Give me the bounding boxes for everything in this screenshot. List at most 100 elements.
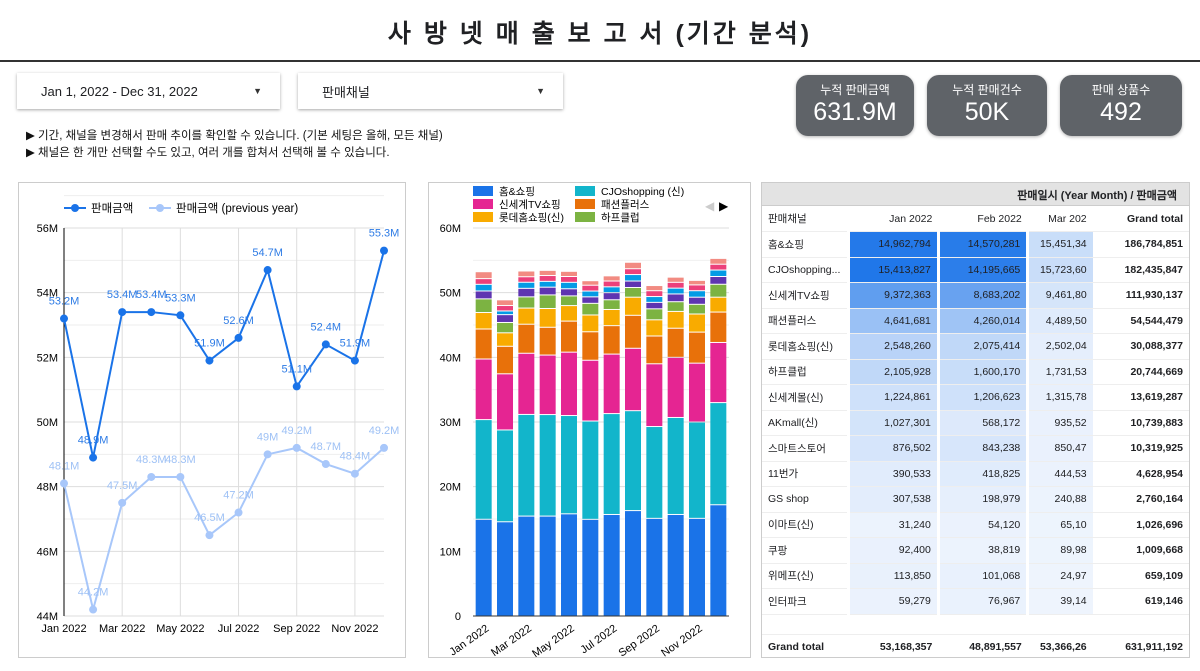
bar-segment bbox=[646, 364, 663, 427]
data-point bbox=[263, 450, 272, 459]
table-row: 11번가 390,533 418,825 444,53 4,628,954 bbox=[762, 461, 1189, 487]
value-cell: 76,967 bbox=[936, 588, 1028, 615]
value-cell: 101,068 bbox=[936, 563, 1028, 589]
bar-segment bbox=[710, 312, 727, 342]
bar-segment bbox=[475, 272, 492, 279]
bar-segment bbox=[518, 353, 535, 414]
bar-segment bbox=[518, 282, 535, 288]
bar-segment bbox=[561, 289, 577, 296]
bar-chart-panel: 0 10M 20M 30M 40M 50M 60M Jan 2022 Mar 2022 May 2… bbox=[428, 182, 751, 660]
channel-filter[interactable]: 판매채널 ▼ bbox=[298, 73, 563, 109]
data-label: 48.9M bbox=[78, 435, 109, 447]
value-cell: 659,109 bbox=[1092, 563, 1189, 589]
bar-segment bbox=[646, 309, 663, 320]
bar-segment bbox=[710, 284, 727, 297]
column-header[interactable]: Mar 202 bbox=[1027, 206, 1093, 232]
pivot-table: 판매채널 Jan 2022 Feb 2022 Mar 202 Grand total 홈&… bbox=[762, 206, 1189, 657]
value-cell: 1,315,78 bbox=[1026, 384, 1093, 411]
title-divider bbox=[0, 60, 1200, 62]
legend-swatch bbox=[473, 186, 493, 196]
column-header[interactable]: Feb 2022 bbox=[938, 206, 1028, 232]
bar-segment bbox=[497, 322, 513, 333]
legend-next-page-icon[interactable]: ▶ bbox=[719, 199, 729, 213]
value-cell: 65,10 bbox=[1026, 512, 1093, 538]
bar-segment bbox=[518, 414, 535, 516]
column-header[interactable]: Jan 2022 bbox=[848, 206, 939, 232]
value-cell: 2,502,04 bbox=[1026, 333, 1093, 360]
table-row: 위메프(신) 113,850 101,068 24,97 659,109 bbox=[762, 563, 1189, 589]
table-row: GS shop 307,538 198,979 240,88 2,760,164 bbox=[762, 486, 1189, 513]
column-header[interactable]: Grand total bbox=[1092, 206, 1189, 232]
bar-segment bbox=[561, 296, 577, 306]
value-cell: 14,962,794 bbox=[847, 231, 939, 258]
bar-segment bbox=[603, 309, 620, 326]
value-cell: 1,026,696 bbox=[1092, 512, 1189, 538]
value-cell: 876,502 bbox=[847, 435, 939, 462]
bar-segment bbox=[475, 291, 492, 299]
bar-segment bbox=[667, 294, 684, 302]
bar-segment bbox=[689, 304, 705, 314]
bar-segment bbox=[603, 300, 620, 309]
value-cell: 15,413,827 bbox=[847, 257, 939, 283]
value-cell: 418,825 bbox=[936, 461, 1028, 487]
legend-label: 판매금액 bbox=[91, 202, 133, 215]
legend-swatch bbox=[473, 199, 493, 209]
value-cell: 13,619,287 bbox=[1092, 384, 1189, 411]
channel-name-cell: AKmall(신) bbox=[762, 410, 849, 436]
bar-segment bbox=[497, 374, 513, 430]
bar-segment bbox=[497, 311, 513, 315]
data-point bbox=[205, 531, 214, 540]
data-label: 46.5M bbox=[194, 512, 225, 524]
table-row: 롯데홈쇼핑(신) 2,548,260 2,075,414 2,502,04 30,088… bbox=[762, 333, 1189, 360]
legend-label: 패션플러스 bbox=[601, 199, 650, 211]
data-label: 52.6M bbox=[223, 315, 254, 327]
legend-label: 홈&쇼핑 bbox=[499, 185, 535, 198]
table-row: 패션플러스 4,641,681 4,260,014 4,489,50 54,544,47… bbox=[762, 308, 1189, 334]
x-tick-label: Jan 2022 bbox=[447, 623, 491, 657]
table-row: 신세계몰(신) 1,224,861 1,206,623 1,315,78 13,619,… bbox=[762, 384, 1189, 411]
data-point bbox=[205, 356, 214, 365]
data-label: 48.1M bbox=[49, 460, 80, 472]
y-tick-label: 0 bbox=[455, 611, 461, 623]
y-tick-label: 44M bbox=[37, 611, 58, 623]
bar-segment bbox=[497, 430, 513, 522]
data-label: 47.2M bbox=[223, 490, 254, 502]
bar-segment bbox=[518, 277, 535, 282]
bar-segment bbox=[518, 308, 535, 324]
y-tick-label: 56M bbox=[37, 223, 58, 235]
bar-segment bbox=[518, 288, 535, 297]
data-point bbox=[234, 508, 243, 517]
bar-segment bbox=[539, 309, 556, 327]
bar-segment bbox=[497, 306, 513, 311]
data-point bbox=[380, 246, 388, 255]
value-cell: 850,47 bbox=[1026, 435, 1093, 462]
bar-segment bbox=[518, 324, 535, 353]
date-range-picker[interactable]: Jan 1, 2022 - Dec 31, 2022 ▼ bbox=[17, 73, 280, 109]
bar-segment bbox=[561, 416, 577, 514]
data-point bbox=[89, 453, 98, 462]
y-tick-label: 54M bbox=[37, 288, 58, 300]
column-header[interactable]: 판매채널 bbox=[762, 206, 849, 232]
value-cell: 1,206,623 bbox=[936, 384, 1028, 411]
bar-segment bbox=[475, 329, 492, 359]
x-tick-label: Mar 2022 bbox=[489, 623, 534, 657]
data-label: 48.7M bbox=[311, 441, 342, 453]
bar-segment bbox=[518, 297, 535, 308]
legend-swatch bbox=[473, 212, 493, 222]
table-row: 스마트스토어 876,502 843,238 850,47 10,319,925 bbox=[762, 435, 1189, 462]
grand-total-cell: 631,911,192 bbox=[1092, 633, 1189, 657]
data-label: 53.3M bbox=[165, 292, 196, 304]
value-cell: 2,105,928 bbox=[847, 359, 939, 385]
legend-label: 하프클럽 bbox=[601, 211, 640, 224]
value-cell: 186,784,851 bbox=[1092, 231, 1189, 258]
data-label: 49.2M bbox=[369, 425, 400, 437]
value-cell: 111,930,137 bbox=[1092, 282, 1189, 309]
caret-down-icon: ▼ bbox=[253, 86, 262, 96]
y-tick-label: 10M bbox=[440, 546, 461, 558]
bar-segment bbox=[689, 422, 705, 518]
bar-segment bbox=[603, 514, 620, 616]
value-cell: 240,88 bbox=[1026, 486, 1093, 513]
bar-segment bbox=[689, 297, 705, 304]
bar-segment bbox=[646, 302, 663, 309]
